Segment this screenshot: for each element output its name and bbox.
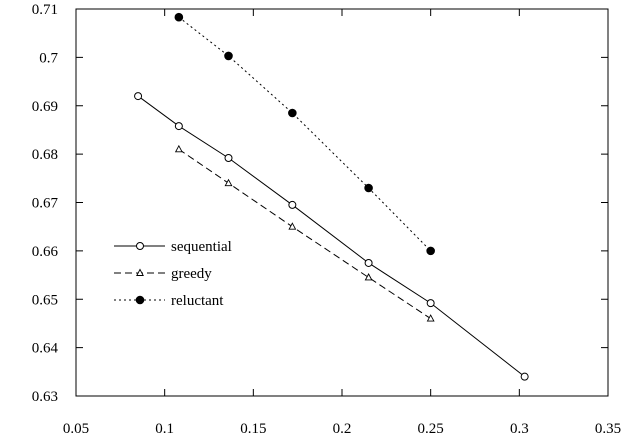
legend-label: sequential [171, 239, 232, 255]
data-point-sequential [288, 200, 297, 209]
legend-item-reluctant: reluctant [114, 293, 224, 309]
data-point-sequential [364, 258, 373, 267]
x-tick-label: 0.2 [333, 421, 352, 437]
series-line-sequential [137, 95, 525, 378]
data-point-greedy [288, 222, 297, 230]
legend: sequential greedy reluctant [114, 239, 232, 309]
data-point-reluctant [426, 246, 435, 256]
y-tick-label: 0.66 [32, 244, 59, 260]
data-point-reluctant [364, 183, 373, 193]
series-greedy [174, 144, 435, 322]
data-point-sequential [520, 372, 529, 381]
legend-item-greedy: greedy [114, 266, 212, 282]
legend-marker [135, 295, 145, 305]
axis-tick-labels: 0.05 0.1 0.15 0.2 0.25 0.3 0.35 0.63 0.64 0.65 0.6… [32, 2, 621, 437]
series-sequential [134, 92, 529, 381]
legend-marker [136, 242, 144, 250]
legend-label: greedy [171, 266, 212, 282]
x-tick-label: 0.35 [595, 421, 621, 437]
y-tick-label: 0.67 [32, 196, 59, 212]
data-point-greedy [364, 273, 373, 281]
data-point-greedy [426, 314, 435, 322]
data-point-sequential [134, 92, 143, 101]
series-line-reluctant [178, 16, 432, 252]
axis-ticks [75, 8, 609, 397]
x-tick-label: 0.15 [240, 421, 266, 437]
x-tick-label: 0.25 [418, 421, 444, 437]
data-point-sequential [174, 122, 183, 131]
data-point-reluctant [174, 12, 184, 22]
y-tick-label: 0.65 [32, 292, 58, 308]
x-tick-label: 0.05 [63, 421, 89, 437]
data-point-sequential [426, 299, 435, 308]
data-point-reluctant [288, 108, 297, 118]
plot-frame [75, 8, 609, 397]
y-tick-label: 0.71 [32, 2, 58, 18]
y-tick-label: 0.63 [32, 389, 58, 405]
series-layer [134, 12, 529, 381]
y-tick-label: 0.68 [32, 147, 58, 163]
legend-item-sequential: sequential [114, 239, 232, 255]
series-reluctant [174, 12, 435, 256]
legend-marker [136, 268, 144, 276]
y-tick-label: 0.7 [39, 50, 58, 66]
y-tick-label: 0.69 [32, 99, 58, 115]
data-point-greedy [174, 144, 183, 153]
legend-label: reluctant [171, 293, 224, 309]
data-point-reluctant [224, 51, 233, 61]
y-tick-label: 0.64 [32, 341, 59, 357]
data-point-greedy [224, 178, 233, 187]
x-tick-label: 0.3 [510, 421, 529, 437]
x-tick-label: 0.1 [155, 421, 174, 437]
data-point-sequential [224, 153, 233, 162]
